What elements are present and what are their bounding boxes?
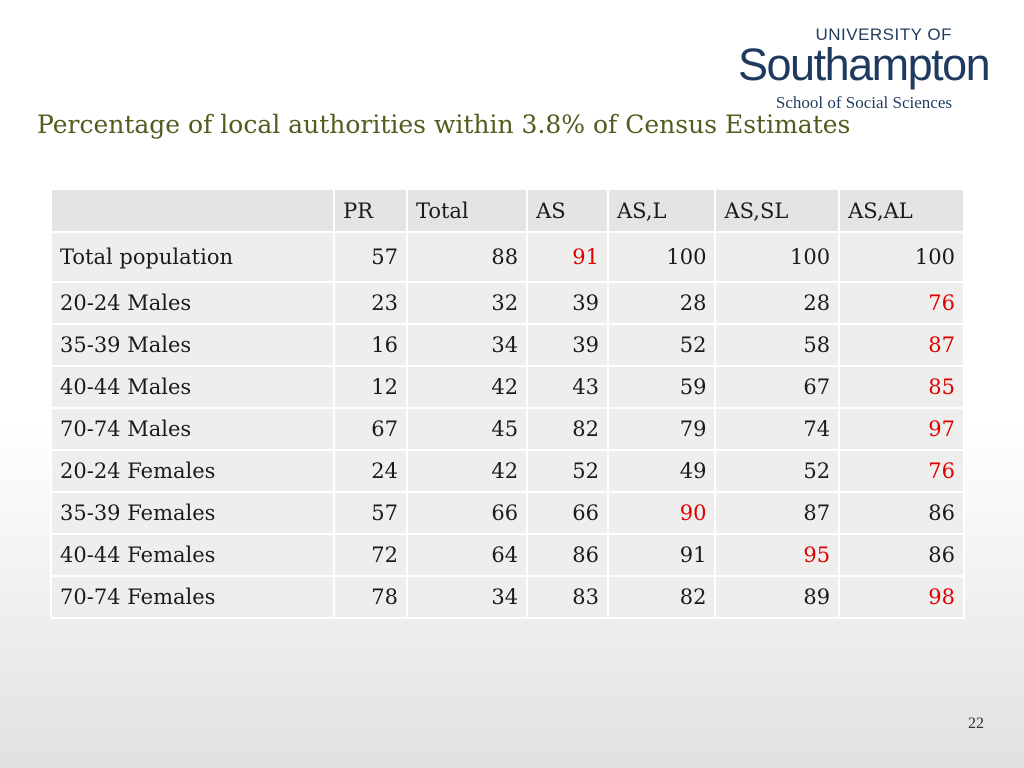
table-row: 40-44 Males 12 42 43 59 67 85 bbox=[49, 365, 965, 409]
row-label: 70-74 Males bbox=[49, 407, 336, 451]
table-cell: 32 bbox=[405, 281, 529, 325]
table-cell: 86 bbox=[526, 533, 610, 577]
header-cell-total: Total bbox=[405, 188, 529, 233]
table-cell: 82 bbox=[526, 407, 610, 451]
row-label: 40-44 Females bbox=[49, 533, 336, 577]
table-cell: 95 bbox=[714, 533, 841, 577]
row-label: 35-39 Females bbox=[49, 491, 336, 535]
table-cell: 79 bbox=[607, 407, 717, 451]
table-row: 20-24 Females 24 42 52 49 52 76 bbox=[49, 449, 965, 493]
table-cell: 39 bbox=[526, 323, 610, 367]
table-row: 35-39 Females 57 66 66 90 87 86 bbox=[49, 491, 965, 535]
table-row: Total population 57 88 91 100 100 100 bbox=[49, 231, 965, 283]
table-cell: 83 bbox=[526, 575, 610, 619]
header-cell-as-sl: AS,SL bbox=[714, 188, 841, 233]
row-label: 20-24 Males bbox=[49, 281, 336, 325]
header-cell-as: AS bbox=[526, 188, 610, 233]
table-row: 20-24 Males 23 32 39 28 28 76 bbox=[49, 281, 965, 325]
table-cell: 82 bbox=[607, 575, 717, 619]
logo-main-text: Southampton bbox=[738, 39, 991, 90]
table-cell: 57 bbox=[333, 231, 408, 283]
table-cell: 89 bbox=[714, 575, 841, 619]
university-logo: UNIVERSITY OF Southampton School of Soci… bbox=[738, 25, 991, 113]
table-row: 70-74 Males 67 45 82 79 74 97 bbox=[49, 407, 965, 451]
table-cell: 66 bbox=[405, 491, 529, 535]
table-cell: 16 bbox=[333, 323, 408, 367]
row-label: 70-74 Females bbox=[49, 575, 336, 619]
table-cell: 86 bbox=[838, 491, 965, 535]
table-cell: 74 bbox=[714, 407, 841, 451]
page-number: 22 bbox=[968, 715, 984, 732]
header-cell-pr: PR bbox=[333, 188, 408, 233]
table-cell: 91 bbox=[607, 533, 717, 577]
table-cell: 76 bbox=[838, 449, 965, 493]
logo-sub-text: School of Social Sciences bbox=[775, 93, 952, 112]
table-cell: 72 bbox=[333, 533, 408, 577]
table-cell: 24 bbox=[333, 449, 408, 493]
row-label: 40-44 Males bbox=[49, 365, 336, 409]
row-label: 20-24 Females bbox=[49, 449, 336, 493]
table-cell: 88 bbox=[405, 231, 529, 283]
header-cell-as-l: AS,L bbox=[607, 188, 717, 233]
table-cell: 28 bbox=[607, 281, 717, 325]
table-cell: 91 bbox=[526, 231, 610, 283]
table-cell: 52 bbox=[607, 323, 717, 367]
table-cell: 58 bbox=[714, 323, 841, 367]
table-cell: 39 bbox=[526, 281, 610, 325]
table-cell: 42 bbox=[405, 449, 529, 493]
header-cell-as-al: AS,AL bbox=[838, 188, 965, 233]
table-row: 70-74 Females 78 34 83 82 89 98 bbox=[49, 575, 965, 619]
table-row: 35-39 Males 16 34 39 52 58 87 bbox=[49, 323, 965, 367]
table-cell: 87 bbox=[714, 491, 841, 535]
table-cell: 97 bbox=[838, 407, 965, 451]
table-cell: 100 bbox=[838, 231, 965, 283]
table-cell: 85 bbox=[838, 365, 965, 409]
table-cell: 64 bbox=[405, 533, 529, 577]
table-cell: 98 bbox=[838, 575, 965, 619]
table-cell: 67 bbox=[333, 407, 408, 451]
table-cell: 42 bbox=[405, 365, 529, 409]
table-header-row: PR Total AS AS,L AS,SL AS,AL bbox=[49, 188, 965, 233]
table-cell: 67 bbox=[714, 365, 841, 409]
table-cell: 76 bbox=[838, 281, 965, 325]
header-cell-blank bbox=[49, 188, 336, 233]
table-row: 40-44 Females 72 64 86 91 95 86 bbox=[49, 533, 965, 577]
table-cell: 28 bbox=[714, 281, 841, 325]
table-cell: 100 bbox=[714, 231, 841, 283]
table-cell: 52 bbox=[714, 449, 841, 493]
logo-top-text: UNIVERSITY OF bbox=[815, 25, 952, 44]
table-cell: 87 bbox=[838, 323, 965, 367]
table-cell: 34 bbox=[405, 575, 529, 619]
table-cell: 34 bbox=[405, 323, 529, 367]
table-cell: 86 bbox=[838, 533, 965, 577]
table-cell: 12 bbox=[333, 365, 408, 409]
table-cell: 45 bbox=[405, 407, 529, 451]
row-label: 35-39 Males bbox=[49, 323, 336, 367]
table-cell: 57 bbox=[333, 491, 408, 535]
slide-title: Percentage of local authorities within 3… bbox=[37, 110, 851, 139]
table-cell: 23 bbox=[333, 281, 408, 325]
table-body: Total population 57 88 91 100 100 100 20-24 Mal… bbox=[49, 231, 965, 619]
table-cell: 78 bbox=[333, 575, 408, 619]
table-cell: 49 bbox=[607, 449, 717, 493]
table-cell: 66 bbox=[526, 491, 610, 535]
row-label: Total population bbox=[49, 231, 336, 283]
table-cell: 100 bbox=[607, 231, 717, 283]
table-cell: 59 bbox=[607, 365, 717, 409]
census-estimates-table: PR Total AS AS,L AS,SL AS,AL Total popul… bbox=[49, 188, 965, 619]
table-cell: 43 bbox=[526, 365, 610, 409]
table-cell: 52 bbox=[526, 449, 610, 493]
table-cell: 90 bbox=[607, 491, 717, 535]
